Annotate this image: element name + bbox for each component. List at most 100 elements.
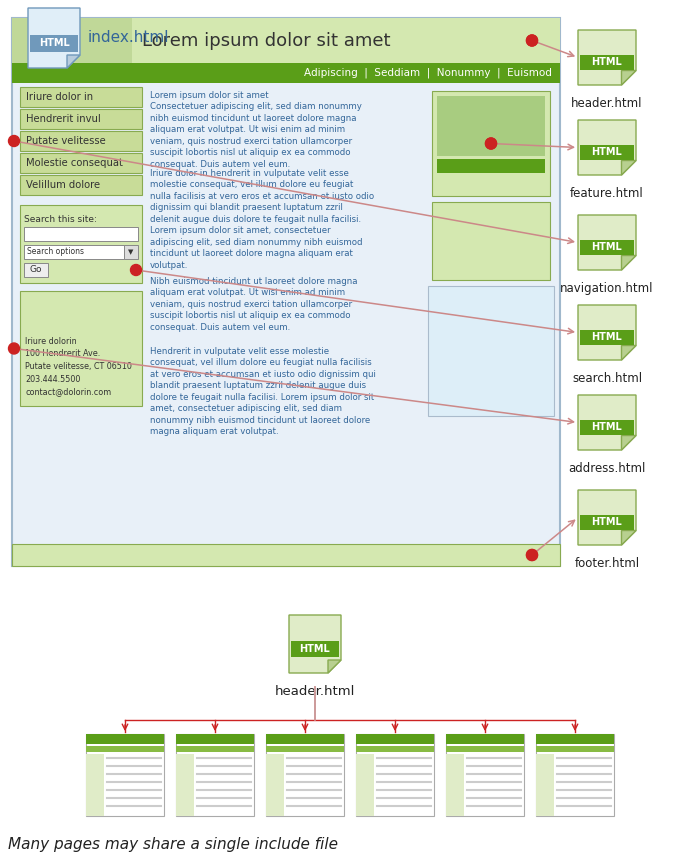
Polygon shape xyxy=(578,30,636,85)
Circle shape xyxy=(8,343,20,354)
FancyBboxPatch shape xyxy=(176,746,254,752)
Circle shape xyxy=(486,138,496,149)
Text: Iriure dolor in: Iriure dolor in xyxy=(26,92,93,102)
Text: HTML: HTML xyxy=(592,333,622,342)
FancyBboxPatch shape xyxy=(356,734,434,816)
FancyBboxPatch shape xyxy=(24,245,124,259)
Circle shape xyxy=(130,264,141,275)
Polygon shape xyxy=(578,215,636,270)
FancyBboxPatch shape xyxy=(266,754,284,816)
FancyBboxPatch shape xyxy=(12,18,560,566)
Text: Nibh euismod tincidunt ut laoreet dolore magna
aliquam erat volutpat. Ut wisi en: Nibh euismod tincidunt ut laoreet dolore… xyxy=(150,277,358,332)
Text: Velillum dolore: Velillum dolore xyxy=(26,180,100,190)
FancyBboxPatch shape xyxy=(20,131,142,151)
Text: Lorem ipsum dolor sit amet: Lorem ipsum dolor sit amet xyxy=(142,31,391,49)
FancyBboxPatch shape xyxy=(432,91,550,196)
FancyBboxPatch shape xyxy=(428,286,554,416)
FancyBboxPatch shape xyxy=(86,734,164,816)
FancyBboxPatch shape xyxy=(536,754,554,816)
Text: HTML: HTML xyxy=(592,423,622,432)
FancyBboxPatch shape xyxy=(12,18,132,63)
FancyBboxPatch shape xyxy=(266,746,344,752)
FancyBboxPatch shape xyxy=(86,734,164,744)
FancyBboxPatch shape xyxy=(432,202,550,280)
FancyBboxPatch shape xyxy=(356,734,434,744)
Circle shape xyxy=(526,550,538,560)
Text: Lorem ipsum dolor sit amet
Consectetuer adipiscing elit, sed diam nonummy
nibh e: Lorem ipsum dolor sit amet Consectetuer … xyxy=(150,91,362,169)
Text: HTML: HTML xyxy=(592,242,622,253)
Text: ▼: ▼ xyxy=(128,249,134,255)
Text: HTML: HTML xyxy=(592,57,622,68)
FancyBboxPatch shape xyxy=(580,420,634,435)
FancyBboxPatch shape xyxy=(266,734,344,816)
Text: feature.html: feature.html xyxy=(570,187,644,200)
Polygon shape xyxy=(578,120,636,175)
Circle shape xyxy=(486,138,496,149)
FancyBboxPatch shape xyxy=(580,514,634,530)
Circle shape xyxy=(526,35,538,46)
FancyBboxPatch shape xyxy=(446,746,524,752)
Text: header.html: header.html xyxy=(275,685,355,698)
Text: Putate velitesse: Putate velitesse xyxy=(26,136,106,146)
Polygon shape xyxy=(578,490,636,545)
Text: Adipiscing  |  Seddiam  |  Nonummy  |  Euismod: Adipiscing | Seddiam | Nonummy | Euismod xyxy=(304,68,552,78)
Polygon shape xyxy=(578,395,636,450)
FancyBboxPatch shape xyxy=(266,734,344,744)
Circle shape xyxy=(526,550,538,560)
Text: Iriure dolor in hendrerit in vulputate velit esse
molestie consequat, vel illum : Iriure dolor in hendrerit in vulputate v… xyxy=(150,169,374,269)
FancyBboxPatch shape xyxy=(536,746,614,752)
Text: Iriure dolorin
100 Hendrerit Ave.
Putate velitesse, CT 06510
203.444.5500
contac: Iriure dolorin 100 Hendrerit Ave. Putate… xyxy=(25,337,132,396)
Text: Hendrerit in vulputate velit esse molestie
consequat, vel illum dolore eu feugia: Hendrerit in vulputate velit esse molest… xyxy=(150,347,376,436)
Text: HTML: HTML xyxy=(38,38,69,48)
Text: HTML: HTML xyxy=(300,644,330,654)
Text: search.html: search.html xyxy=(572,372,642,385)
Polygon shape xyxy=(622,436,636,450)
FancyBboxPatch shape xyxy=(437,96,545,156)
Text: footer.html: footer.html xyxy=(575,557,640,570)
FancyBboxPatch shape xyxy=(86,746,164,752)
Polygon shape xyxy=(67,55,80,68)
FancyBboxPatch shape xyxy=(176,734,254,816)
Text: Go: Go xyxy=(29,266,42,275)
Polygon shape xyxy=(622,255,636,270)
Circle shape xyxy=(526,35,538,46)
FancyBboxPatch shape xyxy=(580,55,634,70)
Text: Search this site:: Search this site: xyxy=(24,215,97,224)
Polygon shape xyxy=(622,346,636,360)
FancyBboxPatch shape xyxy=(536,734,614,816)
Text: navigation.html: navigation.html xyxy=(560,282,654,295)
FancyBboxPatch shape xyxy=(446,754,464,816)
FancyBboxPatch shape xyxy=(20,153,142,173)
FancyBboxPatch shape xyxy=(356,746,434,752)
Text: HTML: HTML xyxy=(592,518,622,527)
FancyBboxPatch shape xyxy=(30,35,78,52)
Text: Many pages may share a single include file: Many pages may share a single include fi… xyxy=(8,837,338,852)
FancyBboxPatch shape xyxy=(12,18,560,63)
FancyBboxPatch shape xyxy=(124,245,138,259)
FancyBboxPatch shape xyxy=(176,734,254,744)
FancyBboxPatch shape xyxy=(86,754,104,816)
Text: HTML: HTML xyxy=(592,147,622,158)
FancyBboxPatch shape xyxy=(446,734,524,816)
FancyBboxPatch shape xyxy=(12,544,560,566)
FancyBboxPatch shape xyxy=(24,263,48,277)
FancyBboxPatch shape xyxy=(536,734,614,744)
FancyBboxPatch shape xyxy=(20,109,142,129)
Polygon shape xyxy=(578,305,636,360)
Text: Molestie consequat: Molestie consequat xyxy=(26,158,123,168)
Polygon shape xyxy=(28,8,80,68)
Circle shape xyxy=(8,135,20,146)
FancyBboxPatch shape xyxy=(24,227,138,241)
FancyBboxPatch shape xyxy=(291,641,339,657)
Polygon shape xyxy=(622,160,636,175)
FancyBboxPatch shape xyxy=(437,159,545,173)
FancyBboxPatch shape xyxy=(20,175,142,195)
FancyBboxPatch shape xyxy=(20,87,142,107)
FancyBboxPatch shape xyxy=(176,754,194,816)
FancyBboxPatch shape xyxy=(12,63,560,83)
Text: address.html: address.html xyxy=(568,462,645,475)
Text: Hendrerit invul: Hendrerit invul xyxy=(26,114,101,124)
FancyBboxPatch shape xyxy=(446,734,524,744)
Polygon shape xyxy=(328,660,341,673)
Text: Search options: Search options xyxy=(27,248,84,256)
